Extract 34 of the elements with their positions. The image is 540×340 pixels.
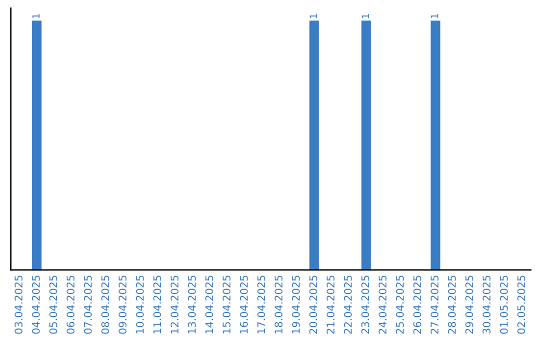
x-tick-label: 28.04.2025 xyxy=(448,276,456,334)
x-tick-label: 11.04.2025 xyxy=(153,276,162,334)
x-tick-label: 09.04.2025 xyxy=(118,276,126,334)
x-tick-label: 10.04.2025 xyxy=(136,276,144,334)
x-tick-label: 04.04.2025 xyxy=(32,276,40,334)
x-tick-label: 19.04.2025 xyxy=(292,276,300,334)
x-tick-label: 21.04.2025 xyxy=(326,276,334,334)
x-tick-label: 07.04.2025 xyxy=(84,276,92,334)
data-label: 1 xyxy=(310,14,317,18)
x-tick-label: 23.04.2025 xyxy=(361,276,370,334)
x-tick-label: 15.04.2025 xyxy=(222,276,230,334)
x-tick-label: 26.04.2025 xyxy=(413,276,422,334)
x-tick-label: 05.04.2025 xyxy=(49,276,58,334)
x-tick-label: 01.05.2025 xyxy=(500,276,508,334)
x-tick-label: 14.04.2025 xyxy=(205,276,214,334)
x-tick-label: 25.04.2025 xyxy=(396,276,404,334)
x-tick-label: 06.04.2025 xyxy=(66,276,74,334)
data-label: 1 xyxy=(362,14,369,18)
x-tick-label: 29.04.2025 xyxy=(465,276,474,334)
x-tick-label: 08.04.2025 xyxy=(101,276,110,334)
x-tick-label: 16.04.2025 xyxy=(240,276,248,334)
x-tick-label: 03.04.2025 xyxy=(14,276,22,334)
x-tick-label: 18.04.2025 xyxy=(274,276,282,334)
x-tick-label: 24.04.2025 xyxy=(378,276,387,334)
x-tick-label: 02.05.2025 xyxy=(517,276,526,334)
x-tick-label: 27.04.2025 xyxy=(430,276,439,334)
x-tick-label: 22.04.2025 xyxy=(344,276,352,334)
x-tick-label: 12.04.2025 xyxy=(170,276,178,334)
x-tick-label: 30.04.2025 xyxy=(482,276,491,334)
data-label: 1 xyxy=(32,14,40,18)
data-label: 1 xyxy=(431,14,438,18)
x-tick-label: 20.04.2025 xyxy=(309,276,318,334)
x-tick-label: 13.04.2025 xyxy=(188,276,196,334)
x-tick-label: 17.04.2025 xyxy=(257,276,266,334)
